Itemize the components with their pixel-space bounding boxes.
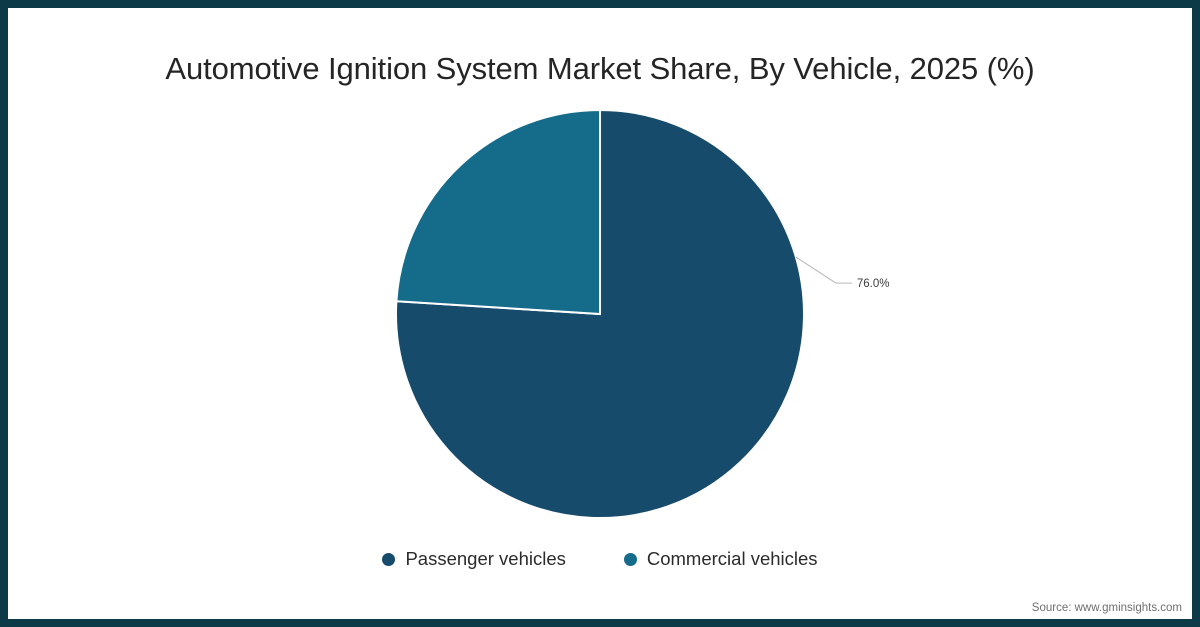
chart-legend: Passenger vehicles Commercial vehicles: [8, 548, 1192, 570]
legend-item-passenger-vehicles[interactable]: Passenger vehicles: [382, 548, 566, 570]
legend-item-commercial-vehicles[interactable]: Commercial vehicles: [623, 548, 818, 570]
pie-chart: 76.0%: [394, 108, 890, 519]
pie-slice-commercial-vehicles[interactable]: [395, 108, 601, 316]
chart-title: Automotive Ignition System Market Share,…: [165, 51, 1035, 86]
legend-item-label: Commercial vehicles: [646, 548, 818, 569]
legend-color-swatch-icon: [623, 552, 637, 566]
legend-color-swatch-icon: [382, 552, 396, 566]
legend-item-label: Passenger vehicles: [405, 548, 566, 569]
source-attribution: Source: www.gminsights.com: [1031, 602, 1182, 614]
pie-slice-passenger-vehicles[interactable]: [394, 108, 805, 519]
data-label-leader-line: [795, 256, 852, 284]
data-label-passenger-vehicles: 76.0%: [857, 278, 890, 290]
plot-area: Automotive Ignition System Market Share,…: [8, 8, 1192, 619]
